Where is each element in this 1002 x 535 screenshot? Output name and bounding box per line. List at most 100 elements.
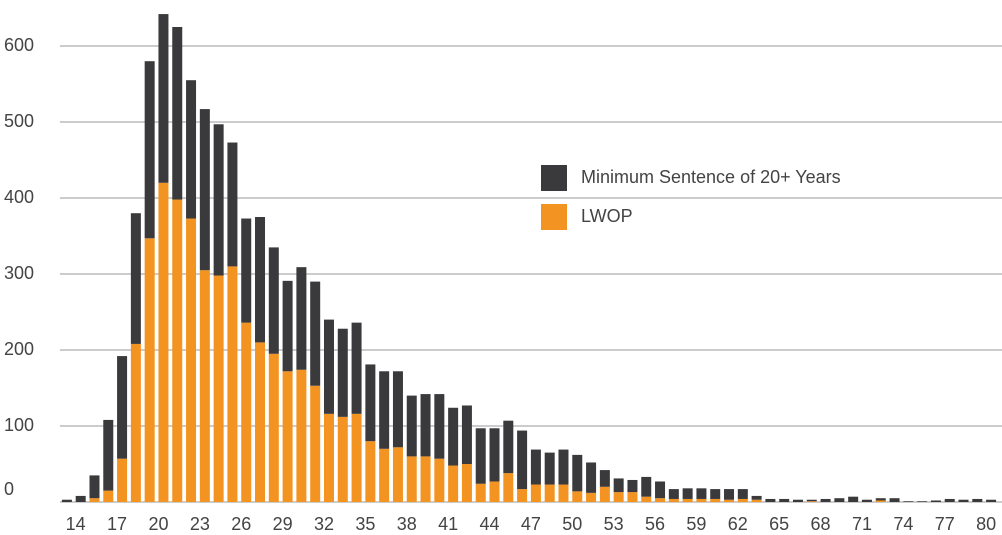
- bar-segment: [130, 213, 141, 344]
- x-tick-label: 80: [976, 514, 996, 534]
- bar-segment: [365, 364, 376, 442]
- bar-segment: [172, 199, 183, 502]
- bar-segment: [875, 500, 886, 502]
- bar-segment: [972, 498, 983, 502]
- y-tick-label: 500: [4, 111, 34, 131]
- x-tick-label: 47: [521, 514, 541, 534]
- bar-segment: [61, 499, 72, 502]
- bar-segment: [792, 499, 803, 502]
- bar-segment: [530, 484, 541, 502]
- bar-segment: [986, 499, 997, 502]
- bar-segment: [213, 275, 224, 502]
- y-tick-label: 300: [4, 263, 34, 283]
- y-tick-label: 400: [4, 187, 34, 207]
- bar-segment: [806, 501, 817, 502]
- x-tick-label: 44: [479, 514, 499, 534]
- bar-segment: [668, 489, 679, 499]
- bar-segment: [737, 498, 748, 502]
- x-tick-label: 53: [604, 514, 624, 534]
- bar-segment: [351, 322, 362, 414]
- bar-segment: [130, 343, 141, 502]
- bar-segment: [834, 498, 845, 502]
- bar-segment: [558, 449, 569, 485]
- bar-segment: [641, 496, 652, 502]
- bar-segment: [710, 489, 721, 499]
- bar-segment: [392, 371, 403, 448]
- bar-segment: [434, 394, 445, 459]
- bar-segment: [461, 464, 472, 502]
- bar-segment: [696, 488, 707, 499]
- bar-segment: [379, 448, 390, 502]
- bar-segment: [310, 281, 321, 386]
- bar-segment: [641, 476, 652, 497]
- bar-segment: [530, 449, 541, 485]
- bar-segment: [724, 499, 735, 502]
- bar-segment: [820, 498, 831, 502]
- bar-segment: [903, 501, 914, 502]
- x-tick-label: 29: [273, 514, 293, 534]
- bar-segment: [682, 498, 693, 502]
- bar-segment: [89, 475, 100, 499]
- bar-segment: [75, 495, 86, 502]
- bar-segment: [503, 420, 514, 474]
- y-tick-label: 200: [4, 339, 34, 359]
- x-tick-label: 56: [645, 514, 665, 534]
- bar-segment: [724, 489, 735, 500]
- bar-segment: [655, 498, 666, 502]
- bar-segment: [475, 428, 486, 484]
- bar-segment: [172, 27, 183, 200]
- x-tick-label: 68: [811, 514, 831, 534]
- bar-segment: [751, 499, 762, 502]
- bar-segment: [765, 498, 776, 502]
- bar-segment: [89, 498, 100, 502]
- x-tick-label: 32: [314, 514, 334, 534]
- bar-segment: [655, 481, 666, 499]
- bar-segment: [186, 80, 197, 219]
- bar-segment: [599, 470, 610, 487]
- bar-segment: [848, 496, 859, 502]
- bar-segment: [323, 319, 334, 414]
- x-tick-label: 62: [728, 514, 748, 534]
- bar-segment: [599, 486, 610, 502]
- x-tick-label: 17: [107, 514, 127, 534]
- bar-segment: [737, 489, 748, 499]
- bar-segment: [779, 498, 790, 502]
- bar-segment: [351, 413, 362, 502]
- x-tick-label: 74: [893, 514, 913, 534]
- bar-segment: [117, 356, 128, 459]
- bar-segment: [158, 182, 169, 503]
- bar-segment: [420, 456, 431, 502]
- legend-label: Minimum Sentence of 20+ Years: [581, 167, 841, 187]
- bar-segment: [241, 322, 252, 502]
- x-tick-label: 14: [66, 514, 86, 534]
- x-tick-label: 50: [562, 514, 582, 534]
- bar-segment: [296, 267, 307, 370]
- bar-segment: [406, 395, 417, 457]
- bar-segment: [448, 407, 459, 466]
- bar-segment: [213, 124, 224, 276]
- x-tick-label: 41: [438, 514, 458, 534]
- bar-segment: [558, 484, 569, 502]
- bar-segment: [544, 452, 555, 485]
- bar-segment: [103, 490, 114, 502]
- bar-segment: [461, 405, 472, 464]
- y-tick-label: 600: [4, 35, 34, 55]
- bar-segment: [668, 498, 679, 502]
- bar-segment: [613, 478, 624, 493]
- bar-segment: [186, 218, 197, 502]
- legend-swatch: [541, 165, 567, 191]
- x-tick-label: 77: [935, 514, 955, 534]
- bar-segment: [365, 441, 376, 502]
- x-tick-label: 59: [686, 514, 706, 534]
- bar-segment: [517, 430, 528, 490]
- bar-segment: [227, 142, 238, 267]
- bar-segment: [889, 498, 900, 502]
- bar-segment: [572, 454, 583, 492]
- bar-segment: [586, 492, 597, 502]
- bar-segment: [241, 218, 252, 323]
- legend-label: LWOP: [581, 206, 633, 226]
- bar-segment: [158, 14, 169, 183]
- y-tick-label: 0: [4, 479, 14, 499]
- bar-segment: [696, 498, 707, 502]
